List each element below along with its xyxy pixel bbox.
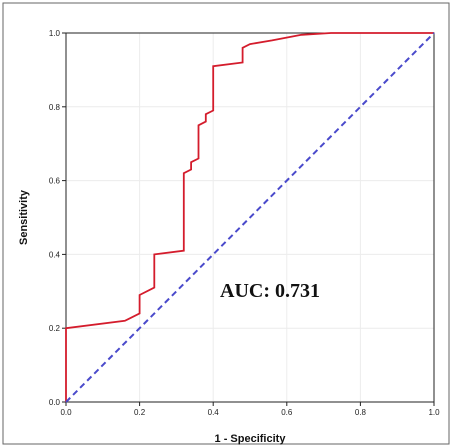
x-axis-title: 1 - Specificity	[215, 433, 287, 445]
series-layer	[65, 32, 435, 403]
y-tick-label: 0.6	[49, 177, 61, 186]
x-tick-label: 0.2	[134, 408, 146, 417]
y-tick-label: 1.0	[49, 29, 61, 38]
y-axis-title: Sensitivity	[18, 189, 30, 245]
x-tick-label: 0.4	[208, 408, 220, 417]
plot-frame	[65, 32, 435, 403]
x-tick-label: 1.0	[428, 408, 440, 417]
x-tick-label: 0.8	[355, 408, 367, 417]
x-tick-label: 0.6	[281, 408, 293, 417]
y-tick-label: 0.4	[49, 250, 61, 259]
roc-curve-line	[65, 32, 434, 402]
x-tick-label: 0.0	[60, 408, 72, 417]
tick-layer: 0.0 0.2 0.4 0.6 0.8 1.0 0.0 0.2 0.4 0.6 0.8 1.0	[49, 29, 440, 417]
auc-annotation: AUC: 0.731	[220, 280, 320, 302]
y-tick-label: 0.2	[49, 324, 61, 333]
y-tick-label: 0.0	[49, 398, 61, 407]
reference-diagonal-line	[65, 32, 435, 403]
y-tick-label: 0.8	[49, 103, 61, 112]
